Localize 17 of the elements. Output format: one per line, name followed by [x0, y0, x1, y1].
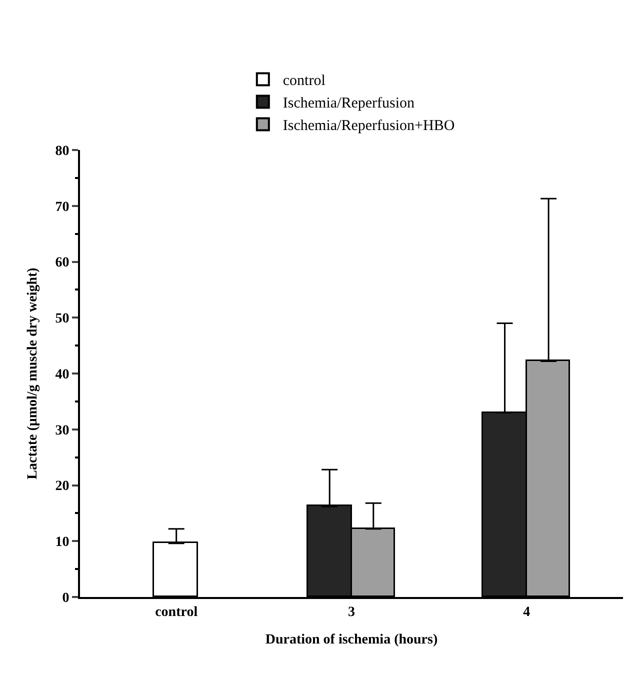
y-tick-label: 50 — [55, 312, 70, 327]
x-axis-title: Duration of ischemia (hours) — [265, 632, 438, 648]
y-tick-label: 30 — [55, 423, 70, 438]
x-tick-label: control — [155, 604, 198, 620]
legend-label: Ischemia/Reperfusion — [282, 96, 416, 112]
y-tick-label: 80 — [55, 144, 70, 159]
y-tick-label: 10 — [55, 535, 70, 550]
y-tick-label: 40 — [55, 367, 70, 382]
x-tick-label: 3 — [348, 604, 355, 620]
y-tick-label: 70 — [55, 200, 70, 215]
legend-label: control — [282, 73, 326, 90]
y-tick-label: 60 — [55, 256, 70, 271]
y-tick-label: 20 — [55, 479, 70, 494]
y-axis-title: Lactate (μmol/g muscle dry weight) — [25, 267, 40, 480]
y-tick-label: 0 — [62, 590, 70, 606]
x-tick-label: 4 — [523, 604, 530, 620]
legend-label: Ischemia/Reperfusion+HBO — [282, 118, 455, 134]
